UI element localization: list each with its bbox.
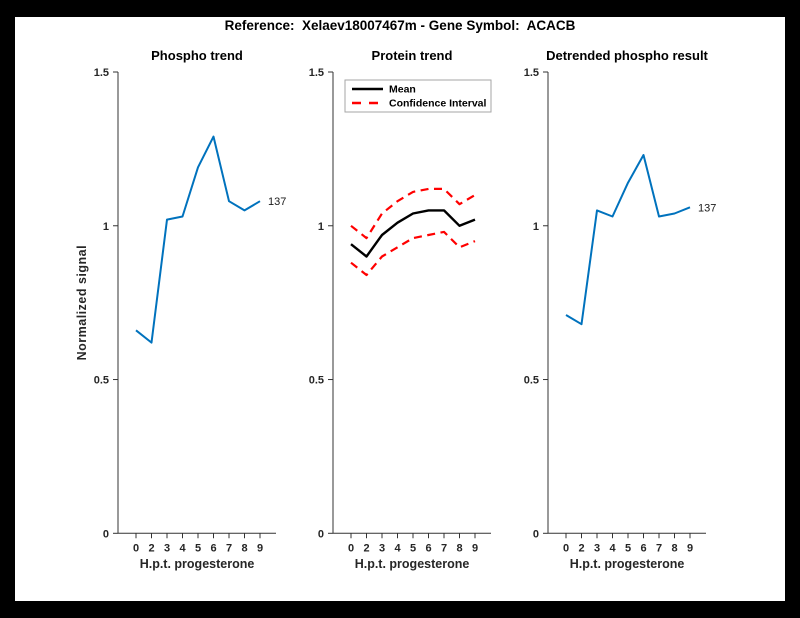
- subplot-phospho-trend: Phospho trend H.p.t. progesterone Normaliz…: [75, 48, 286, 571]
- x-tick-label: 5: [410, 542, 416, 554]
- subplot-title: Phospho trend: [151, 48, 243, 63]
- x-tick-label: 3: [594, 542, 600, 554]
- y-tick-label: 0.5: [524, 375, 539, 387]
- x-tick-label: 9: [472, 542, 478, 554]
- y-tick-label: 0: [533, 528, 539, 540]
- x-tick-label: 4: [179, 542, 186, 554]
- subplot-title: Detrended phospho result: [546, 48, 708, 63]
- series-end-label: 137: [268, 196, 286, 208]
- x-axis-label: H.p.t. progesterone: [355, 557, 470, 571]
- y-tick-label: 1.5: [524, 67, 539, 79]
- y-tick-label: 0.5: [309, 375, 324, 387]
- legend-label: Mean: [389, 84, 416, 96]
- y-tick-label: 1.5: [309, 67, 324, 79]
- x-tick-label: 6: [210, 542, 216, 554]
- x-tick-label: 3: [164, 542, 170, 554]
- x-tick-label: 2: [148, 542, 154, 554]
- series-line-confidence-interval-upper: [350, 187, 476, 240]
- y-tick-label: 0: [103, 528, 109, 540]
- y-tick-label: 1.5: [94, 67, 109, 79]
- subplot-title: Protein trend: [372, 48, 453, 63]
- x-tick-label: 0: [133, 542, 139, 554]
- series-end-label: 137: [698, 202, 716, 214]
- x-tick-label: 7: [441, 542, 447, 554]
- x-tick-label: 4: [394, 542, 401, 554]
- x-tick-label: 2: [363, 542, 369, 554]
- x-tick-label: 9: [257, 542, 263, 554]
- series-line-detrended-phospho-signal: [565, 154, 691, 326]
- subplot-detrended-phospho-result: Detrended phospho result H.p.t. progester…: [524, 48, 717, 571]
- x-tick-label: 7: [656, 542, 662, 554]
- x-tick-label: 9: [687, 542, 693, 554]
- series-line-confidence-interval-lower: [350, 230, 476, 277]
- y-tick-label: 1: [318, 221, 324, 233]
- x-tick-label: 4: [609, 542, 616, 554]
- y-tick-label: 1: [533, 221, 539, 233]
- x-tick-label: 7: [226, 542, 232, 554]
- x-tick-label: 6: [640, 542, 646, 554]
- y-tick-label: 0.5: [94, 375, 109, 387]
- x-tick-label: 8: [671, 542, 677, 554]
- x-tick-label: 5: [625, 542, 631, 554]
- y-tick-label: 1: [103, 221, 109, 233]
- x-tick-label: 0: [563, 542, 569, 554]
- x-axis-label: H.p.t. progesterone: [570, 557, 685, 571]
- x-axis-label: H.p.t. progesterone: [140, 557, 255, 571]
- x-tick-label: 5: [195, 542, 201, 554]
- y-tick-label: 0: [318, 528, 324, 540]
- figure-title: Reference: Xelaev18007467m - Gene Symbol…: [224, 18, 576, 33]
- legend-box: [344, 79, 492, 113]
- x-tick-label: 6: [425, 542, 431, 554]
- x-tick-label: 2: [578, 542, 584, 554]
- series-line-phospho-signal: [135, 135, 261, 344]
- y-axis-label: Normalized signal: [75, 245, 89, 360]
- legend: Mean Confidence Interval: [344, 79, 492, 113]
- x-tick-label: 0: [348, 542, 354, 554]
- x-tick-label: 8: [241, 542, 247, 554]
- x-tick-label: 3: [379, 542, 385, 554]
- figure-canvas: [15, 17, 785, 601]
- series-line-mean: [350, 209, 476, 258]
- legend-label: Confidence Interval: [389, 98, 487, 110]
- x-tick-label: 8: [456, 542, 462, 554]
